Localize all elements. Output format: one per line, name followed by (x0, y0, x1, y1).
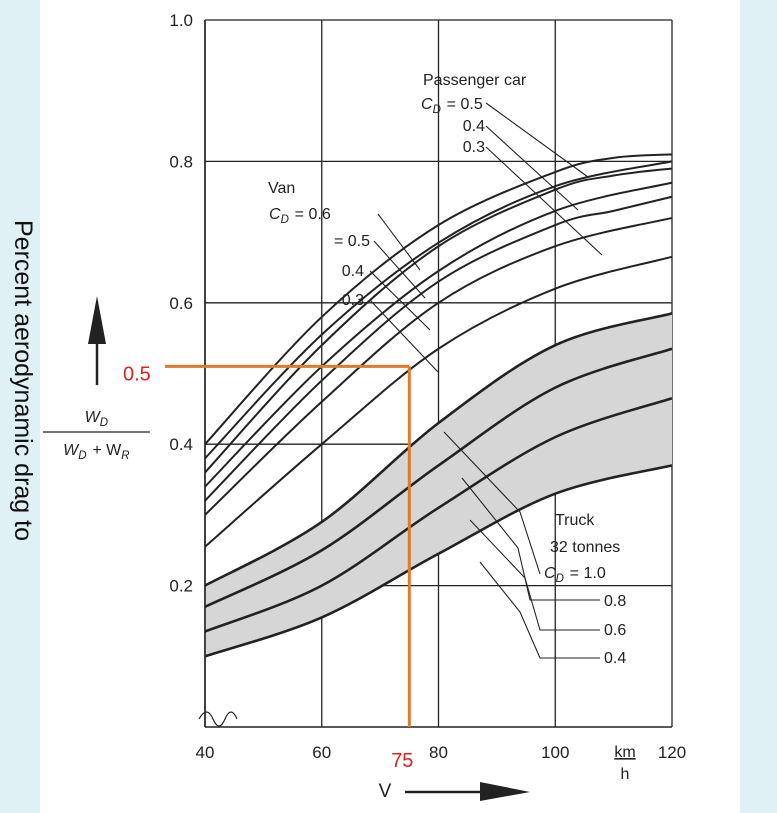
x-tick-label-40: 40 (196, 743, 215, 762)
truck-leader-3 (479, 561, 600, 659)
truck-leader-1 (461, 477, 600, 601)
van-cd-label-0.6: CD = 0.6 (269, 206, 331, 226)
truck-cd-label-0.6: 0.6 (604, 622, 626, 639)
annotation-75-05: 0.5 75 (123, 363, 413, 772)
truck-line-cd-0.6 (204, 397, 673, 633)
passenger-car-cd-label-0.4: 0.4 (463, 118, 485, 135)
series-labels: Passenger car CD = 0.5 0.4 0.3 Van CD = 0.6= … (268, 72, 626, 667)
annotation-y-label: 0.5 (123, 363, 151, 385)
truck-title: Truck (555, 512, 595, 529)
van-leader-2 (369, 270, 431, 331)
passenger-line-cd-0.3 (204, 195, 673, 502)
side-caption: Percent aerodynamic drag to (0, 0, 40, 813)
passenger-car-cd-label-0.3: 0.3 (463, 139, 485, 156)
passenger-line-cd-0.5 (204, 153, 673, 445)
van-line-cd-0.5 (204, 181, 673, 488)
truck-shaded-band (205, 313, 672, 657)
truck-band-fill (205, 313, 672, 657)
truck-line-cd-0.8 (204, 347, 673, 608)
van-line-cd-0.4 (204, 216, 673, 516)
passenger-leader-2 (485, 146, 603, 256)
van-line-cd-0.3 (204, 255, 673, 548)
series-lines (204, 153, 673, 658)
x-unit-denominator: h (621, 766, 630, 783)
truck-line-cd-0.4 (204, 464, 673, 658)
axis-break-mark (198, 711, 238, 727)
passenger-line-cd-0.4 (204, 167, 673, 474)
van-leader-1 (373, 240, 426, 299)
side-caption-text: Percent aerodynamic drag to (9, 220, 37, 542)
passenger-leader-1 (485, 125, 579, 211)
passenger-car-title: Passenger car (423, 72, 527, 89)
y-tick-label-0.2: 0.2 (169, 577, 193, 596)
x-tick-label-80: 80 (429, 743, 448, 762)
x-unit-numerator: km (614, 744, 635, 761)
truck-line-cd-1.0 (204, 312, 673, 587)
truck-weight-label: 32 tonnes (550, 539, 620, 556)
x-axis-label: V (379, 781, 392, 802)
van-cd-label-0.5: = 0.5 (334, 233, 370, 250)
y-tick-label-0.8: 0.8 (169, 152, 193, 171)
y-tick-label-0.4: 0.4 (169, 435, 193, 454)
y-axis-label-numerator: WD (85, 409, 110, 429)
van-title: Van (268, 180, 295, 197)
van-leader-0 (377, 213, 421, 271)
truck-cd-label-0.4: 0.4 (604, 650, 626, 667)
x-axis-arrow-head (480, 782, 530, 801)
van-cd-label-0.3: 0.3 (342, 292, 364, 309)
y-tick-label-0.6: 0.6 (169, 294, 193, 313)
truck-leader-0 (443, 431, 541, 575)
van-cd-label-0.4: 0.4 (342, 263, 364, 280)
x-tick-label-60: 60 (312, 743, 331, 762)
van-leader-3 (369, 299, 439, 373)
passenger-car-cd-label-0.5: CD = 0.5 (421, 96, 483, 116)
truck-cd-label-1.0: CD = 1.0 (544, 565, 606, 585)
truck-cd-label-0.8: 0.8 (604, 593, 626, 610)
passenger-leader-0 (485, 102, 589, 178)
y-tick-label-1.0: 1.0 (169, 11, 193, 30)
truck-leader-2 (469, 519, 600, 631)
x-tick-label-100: 100 (541, 743, 569, 762)
x-tick-label-120: 120 (658, 743, 686, 762)
annotation-x-label: 75 (391, 750, 413, 772)
axes: 40 60 80 100 120 0.2 0.4 0.6 0.8 1.0 WD WD + WR Vk… (43, 11, 686, 802)
van-line-cd-0.6 (204, 160, 673, 460)
y-axis-label-denominator: WD + WR (63, 442, 131, 462)
y-axis-arrow-head (88, 296, 106, 344)
